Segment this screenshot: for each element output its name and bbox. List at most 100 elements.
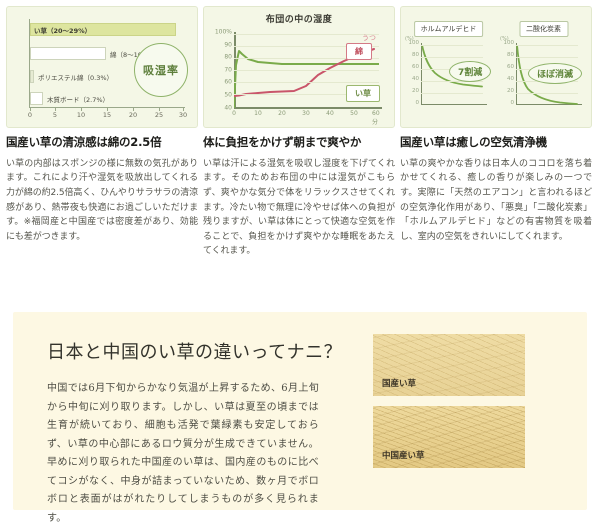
chart2-plot <box>234 34 379 108</box>
formaldehyde-curve <box>421 45 483 88</box>
swatch-chinese: 中国産い草 <box>373 406 525 468</box>
subchart-right-x-axis <box>516 104 582 106</box>
chart2-x-axis <box>234 107 382 109</box>
ytick-80: 80 <box>224 53 232 61</box>
chart1-y-axis <box>29 19 30 107</box>
bar-woodboard <box>30 92 43 105</box>
ytick-0: 0 <box>415 100 420 106</box>
subchart-co2: 二酸化炭素 (%) 100 80 60 40 20 0 <box>496 7 591 127</box>
unit-left: (%) <box>405 36 414 42</box>
chart-panels: い草（20〜29%） 綿（8〜10%） ポリエステル綿（0.3%） 木質ボード（… <box>0 0 600 128</box>
panel-air-purification: ホルムアルデヒド (%) 100 80 60 40 20 0 <box>400 6 592 128</box>
swatch-list: 国産い草 中国産い草 <box>373 312 525 510</box>
chart-futon-humidity: 布団の中の湿度 100% 90 80 70 60 50 40 <box>203 6 395 128</box>
ytick-90: 90 <box>224 41 232 49</box>
bar-label-cotton: 綿（8〜10%） <box>110 51 155 59</box>
xtick-10: 10 <box>254 110 262 117</box>
chart-air-purification: ホルムアルデヒド (%) 100 80 60 40 20 0 <box>400 6 592 128</box>
subchart-left-y-axis <box>421 43 423 105</box>
chart1-x-axis <box>29 107 185 108</box>
chart2-x-ticklabels: 0 10 20 30 40 50 60分 <box>232 108 384 126</box>
tick-20: 20 <box>128 111 138 119</box>
bar-row-woodboard: 木質ボード（2.7%） <box>30 92 160 105</box>
comparison-text: 日本と中国のい草の違いってナニ？ 中国では6月下旬からかなり気温が上昇するため、… <box>13 312 373 524</box>
chart1-x-ticklabels: 0 5 10 15 20 25 30 <box>7 108 197 122</box>
tick-30: 30 <box>178 111 188 119</box>
xtick-40: 40 <box>326 110 334 117</box>
xtick-0: 0 <box>232 110 236 117</box>
chart2-title: 布団の中の湿度 <box>265 15 333 25</box>
subchart-formaldehyde: ホルムアルデヒド (%) 100 80 60 40 20 0 <box>401 7 496 127</box>
feature-column-1: 国産い草の清涼感は綿の2.5倍 い草の内部はスポンジの様に無数の気孔があります。… <box>6 135 199 259</box>
ytick-80: 80 <box>412 52 419 58</box>
ytick-50: 50 <box>224 91 232 99</box>
caption-co2: 二酸化炭素 <box>519 21 568 37</box>
legend-igusa: い草 <box>346 85 380 102</box>
bar-label-polyester: ポリエステル綿（0.3%） <box>38 74 114 82</box>
panel-moisture: い草（20〜29%） 綿（8〜10%） ポリエステル綿（0.3%） 木質ボード（… <box>6 6 198 128</box>
ytick-100: 100% <box>214 28 232 36</box>
swatch-domestic: 国産い草 <box>373 334 525 396</box>
panel-futon-humidity: 布団の中の湿度 100% 90 80 70 60 50 40 <box>203 6 395 128</box>
ytick-0: 0 <box>510 100 515 106</box>
ytick-70: 70 <box>224 66 232 74</box>
subchart-left-x-axis <box>421 104 487 106</box>
ytick-40: 40 <box>224 104 232 112</box>
tick-15: 15 <box>102 111 112 119</box>
bar-row-polyester: ポリエステル綿（0.3%） <box>30 70 160 83</box>
ytick-40: 40 <box>507 76 514 82</box>
moisture-rate-badge: 吸湿率 <box>134 43 188 97</box>
legend-cotton: 綿 <box>346 43 372 60</box>
bubble-formaldehyde: 7割減 <box>449 61 492 82</box>
ytick-80: 80 <box>507 52 514 58</box>
subchart-right-yticks: 100 80 60 40 20 0 <box>496 40 515 106</box>
swatch-label-chinese: 中国産い草 <box>382 451 425 461</box>
bar-row-cotton: 綿（8〜10%） <box>30 47 156 60</box>
ytick-20: 20 <box>507 88 514 94</box>
chart2-y-ticklabels: 100% 90 80 70 60 50 40 <box>204 28 232 112</box>
unit-right: (%) <box>500 36 509 42</box>
ytick-20: 20 <box>412 88 419 94</box>
tick-0: 0 <box>27 111 33 119</box>
tick-25: 25 <box>154 111 164 119</box>
bar-cotton <box>30 47 106 60</box>
feature-heading-2: 体に負担をかけず朝まで爽やか <box>203 135 362 149</box>
feature-column-3: 国産い草は癒しの空気清浄機 い草の爽やかな香りは日本人のココロを落ち着かせてくれ… <box>400 135 592 259</box>
swatch-label-domestic: 国産い草 <box>382 379 417 389</box>
ytick-100: 100 <box>408 40 420 46</box>
comparison-body: 中国では6月下旬からかなり気温が上昇するため、6月上旬から中旬に刈り取ります。し… <box>47 383 319 524</box>
ytick-60: 60 <box>507 64 514 70</box>
ytick-60: 60 <box>224 78 232 86</box>
comparison-section: 日本と中国のい草の違いってナニ？ 中国では6月下旬からかなり気温が上昇するため、… <box>13 312 587 524</box>
feature-body-1: い草の内部はスポンジの様に無数の気孔があります。これにより汗や湿気を吸放出してく… <box>6 158 199 242</box>
feature-body-3: い草の爽やかな香りは日本人のココロを落ち着かせてくれる、癒しの香りが楽しみの一つ… <box>400 158 592 242</box>
bar-row-igusa: い草（20〜29%） <box>30 23 176 36</box>
xtick-60: 60分 <box>372 110 380 126</box>
feature-heading-1: 国産い草の清涼感は綿の2.5倍 <box>6 135 162 149</box>
bar-label-igusa: い草（20〜29%） <box>34 27 92 35</box>
xtick-30: 30 <box>302 110 310 117</box>
co2-curve <box>516 45 578 105</box>
feature-column-2: 体に負担をかけず朝まで爽やか い草は汗による湿気を吸収し湿度を下げてくれます。そ… <box>203 135 395 259</box>
xtick-50: 50 <box>350 110 358 117</box>
xtick-20: 20 <box>278 110 286 117</box>
chart2-annotation: うつ <box>362 34 376 42</box>
bar-polyester <box>30 70 34 83</box>
subchart-right-y-axis <box>516 43 518 105</box>
comparison-heading: 日本と中国のい草の違いってナニ？ <box>47 342 343 363</box>
bubble-co2: ほぼ消滅 <box>528 63 583 84</box>
ytick-100: 100 <box>503 40 515 46</box>
chart-moisture: い草（20〜29%） 綿（8〜10%） ポリエステル綿（0.3%） 木質ボード（… <box>6 6 198 128</box>
feature-columns: 国産い草の清涼感は綿の2.5倍 い草の内部はスポンジの様に無数の気孔があります。… <box>0 128 600 259</box>
tick-10: 10 <box>76 111 86 119</box>
feature-body-2: い草は汗による湿気を吸収し湿度を下げてくれます。そのためお布団の中には湿気がこも… <box>203 158 395 257</box>
tick-5: 5 <box>52 111 58 119</box>
caption-formaldehyde: ホルムアルデヒド <box>413 21 484 37</box>
ytick-40: 40 <box>412 76 419 82</box>
bar-label-woodboard: 木質ボード（2.7%） <box>47 96 110 104</box>
feature-heading-3: 国産い草は癒しの空気清浄機 <box>400 135 547 149</box>
ytick-60: 60 <box>412 64 419 70</box>
subchart-left-yticks: 100 80 60 40 20 0 <box>401 40 420 106</box>
bar-igusa <box>30 23 176 36</box>
